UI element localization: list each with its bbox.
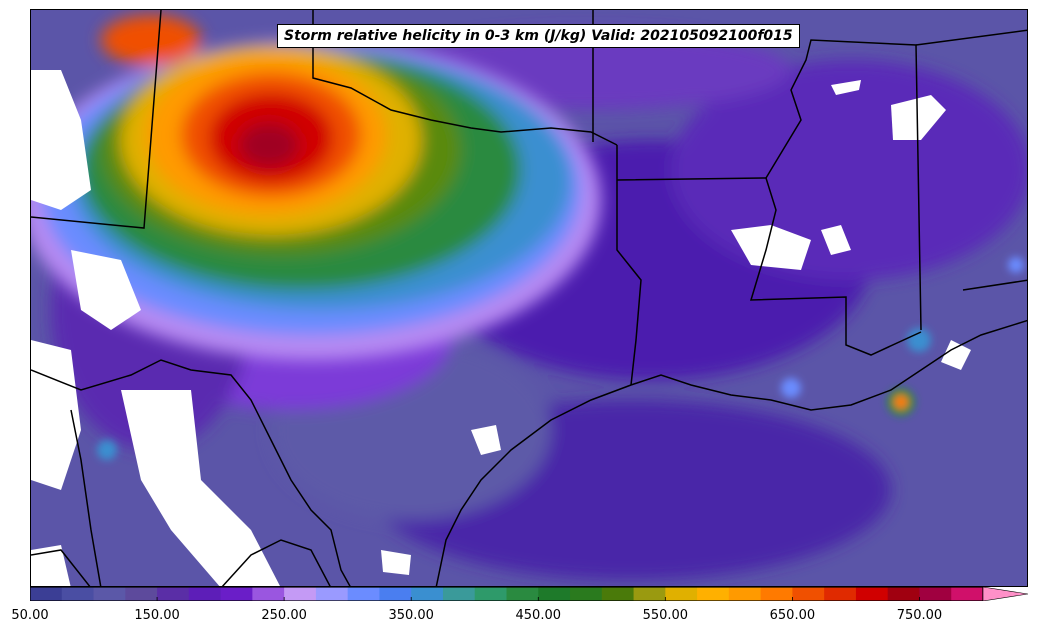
colorbar-band <box>379 587 412 601</box>
colorbar-band <box>30 587 63 601</box>
colorbar-band <box>601 587 635 601</box>
colorbar-band <box>919 587 952 601</box>
colorbar-band <box>93 587 126 601</box>
colorbar-tick-label: 550.00 <box>642 608 689 623</box>
chart-title: Storm relative helicity in 0-3 km (J/kg)… <box>277 24 800 48</box>
colorbar-tick-label: 150.00 <box>134 608 180 623</box>
colorbar-band <box>697 587 730 601</box>
colorbar-band <box>347 587 380 601</box>
colorbar-band <box>442 587 476 601</box>
helicity-field-map <box>31 10 1027 586</box>
colorbar-band <box>411 587 444 601</box>
colorbar-band <box>887 587 920 601</box>
colorbar-band <box>188 587 222 601</box>
colorbar-tick-label: 250.00 <box>261 608 307 623</box>
colorbar-band <box>157 587 190 601</box>
colorbar-band <box>284 587 317 601</box>
colorbar-tick-label: 350.00 <box>388 608 434 623</box>
colorbar-tick-label: 650.00 <box>769 608 816 623</box>
colorbar-band <box>474 587 507 601</box>
colorbar-band <box>570 587 603 601</box>
colorbar-band <box>61 587 95 601</box>
colorbar-band <box>633 587 666 601</box>
colorbar-band <box>824 587 857 601</box>
colorbar-band <box>855 587 889 601</box>
colorbar-tick-label: 450.00 <box>515 608 562 623</box>
colorbar-band <box>538 587 571 601</box>
colorbar-extend-arrow <box>982 587 1028 601</box>
colorbar-tick-label: 750.00 <box>896 608 943 623</box>
colorbar-band <box>792 587 825 601</box>
colorbar <box>30 587 1028 601</box>
colorbar-band <box>728 587 762 601</box>
colorbar-band <box>252 587 285 601</box>
colorbar-band <box>220 587 253 601</box>
map-panel: Storm relative helicity in 0-3 km (J/kg)… <box>30 9 1028 587</box>
colorbar-band <box>125 587 158 601</box>
colorbar-band <box>760 587 793 601</box>
colorbar-band <box>665 587 698 601</box>
colorbar-band <box>951 587 984 601</box>
colorbar-tick-label: 50.00 <box>11 608 49 623</box>
colorbar-band <box>315 587 349 601</box>
colorbar-band <box>506 587 539 601</box>
